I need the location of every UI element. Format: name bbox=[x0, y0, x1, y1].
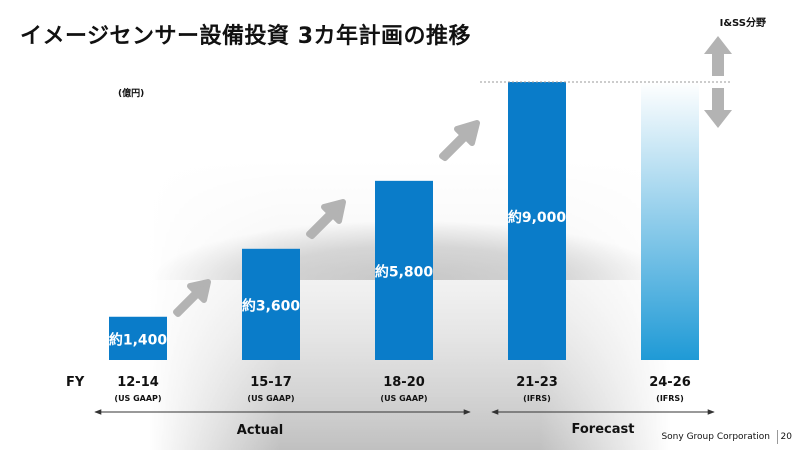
growth-arrow bbox=[173, 279, 211, 317]
growth-arrow bbox=[306, 199, 346, 239]
segment-tag: I&SS分野 bbox=[719, 18, 766, 29]
bar-15-17 bbox=[242, 248, 300, 360]
accounting-standard-label: (IFRS) bbox=[656, 394, 684, 403]
category-label: 21-23 bbox=[516, 375, 558, 390]
down-range-arrow bbox=[704, 88, 732, 128]
category-label: 15-17 bbox=[250, 375, 292, 390]
bar-18-20 bbox=[375, 180, 433, 360]
footer-company: Sony Group Corporation bbox=[661, 432, 770, 442]
category-label: 12-14 bbox=[117, 375, 159, 390]
page-title: イメージセンサー設備投資 3カ年計画の推移 bbox=[20, 24, 472, 49]
actual-group-label: Actual bbox=[237, 423, 283, 438]
growth-arrow bbox=[439, 120, 480, 161]
bar-value-label: 約1,400 bbox=[109, 331, 168, 348]
accounting-standard-label: (IFRS) bbox=[523, 394, 551, 403]
footer-divider bbox=[777, 430, 778, 444]
forecast-group-label: Forecast bbox=[572, 422, 635, 437]
accounting-standard-label: (US GAAP) bbox=[247, 394, 294, 403]
accounting-standard-label: (US GAAP) bbox=[114, 394, 161, 403]
category-label: 18-20 bbox=[383, 375, 425, 390]
footer-page-number: 20 bbox=[780, 432, 792, 442]
up-range-arrow bbox=[704, 36, 732, 76]
unit-label: (億円) bbox=[118, 89, 145, 99]
accounting-standard-label: (US GAAP) bbox=[380, 394, 427, 403]
bar-value-label: 約9,000 bbox=[508, 209, 567, 226]
bar-12-14 bbox=[109, 316, 167, 360]
bar-21-23 bbox=[508, 82, 566, 360]
bar-24-26 bbox=[641, 82, 699, 360]
category-label: 24-26 bbox=[649, 375, 691, 390]
bar-value-label: 約5,800 bbox=[375, 263, 434, 280]
fy-label: FY bbox=[66, 375, 85, 390]
bar-value-label: 約3,600 bbox=[242, 297, 301, 314]
